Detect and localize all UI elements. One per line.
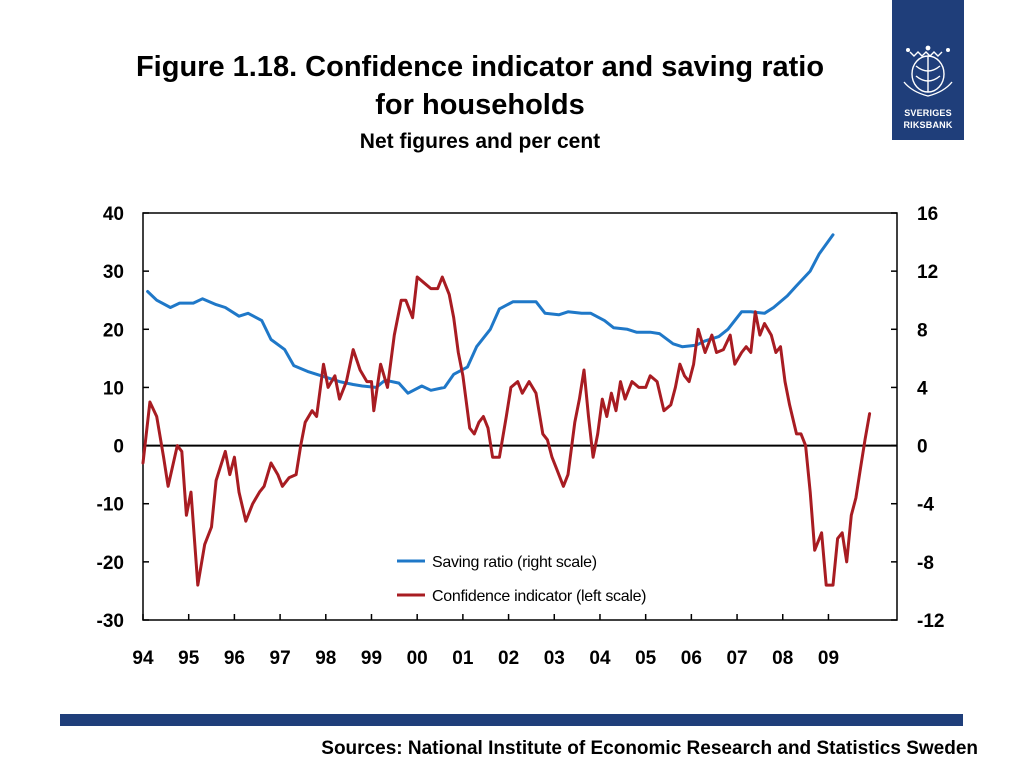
chart-legend: Saving ratio (right scale) Confidence ind…: [392, 546, 737, 608]
series-line-confidence-indicator: [141, 275, 872, 587]
y-left-tick-label: -10: [97, 495, 124, 516]
x-tick-label: 00: [407, 648, 428, 669]
y-left-tick-label: 20: [103, 320, 124, 341]
y-right-tick-label: 8: [917, 320, 928, 341]
y-left-tick-label: 40: [103, 204, 124, 225]
x-tick-label: 94: [132, 648, 154, 669]
y-right-tick-label: 12: [917, 262, 938, 283]
footer-bar: [60, 714, 963, 726]
y-right-tick-label: 16: [917, 204, 938, 225]
legend-label: Confidence indicator (left scale): [432, 588, 646, 605]
x-tick-label: 08: [772, 648, 793, 669]
x-tick-label: 95: [178, 648, 200, 669]
x-tick-label: 01: [452, 648, 474, 669]
y-left-tick-label: 30: [103, 262, 124, 283]
series-line-saving-ratio: [146, 233, 835, 395]
x-tick-label: 03: [544, 648, 565, 669]
plot-series: [141, 233, 872, 587]
x-tick-label: 99: [361, 648, 382, 669]
riksbank-emblem-icon: [903, 45, 953, 97]
chart-subtitle: Net figures and per cent: [359, 130, 601, 153]
logo-text-line-1: SVERIGES: [904, 108, 952, 118]
x-tick-label: 96: [224, 648, 245, 669]
chart-title-line-1: Figure 1.18. Confidence indicator and sa…: [135, 51, 825, 83]
x-tick-label: 04: [589, 648, 611, 669]
x-tick-label: 07: [726, 648, 747, 669]
legend-background: [392, 546, 737, 608]
legend-label: Saving ratio (right scale): [432, 554, 597, 571]
x-tick-label: 06: [681, 648, 702, 669]
x-tick-label: 09: [818, 648, 839, 669]
y-left-tick-label: -30: [97, 611, 124, 632]
y-right-tick-label: -4: [917, 495, 934, 516]
x-tick-label: 02: [498, 648, 519, 669]
chart-title-line-2: for households: [375, 89, 585, 121]
sources-note: Sources: National Institute of Economic …: [321, 738, 978, 759]
y-left-tick-label: -20: [97, 553, 124, 574]
plot-frame: [142, 212, 898, 621]
logo-text-line-2: RIKSBANK: [903, 120, 953, 130]
y-left-tick-label: 0: [113, 437, 124, 458]
y-left-tick-label: 10: [103, 378, 124, 399]
chart-title: Figure 1.18. Confidence indicator and sa…: [60, 48, 900, 124]
x-tick-label: 05: [635, 648, 657, 669]
x-tick-label: 98: [315, 648, 336, 669]
y-right-tick-label: -12: [917, 611, 944, 632]
y-right-tick-label: 4: [917, 378, 928, 399]
x-tick-label: 97: [270, 648, 291, 669]
riksbank-logo: SVERIGES RIKSBANK: [892, 0, 964, 140]
y-right-tick-label: -8: [917, 553, 934, 574]
y-right-tick-label: 0: [917, 437, 928, 458]
